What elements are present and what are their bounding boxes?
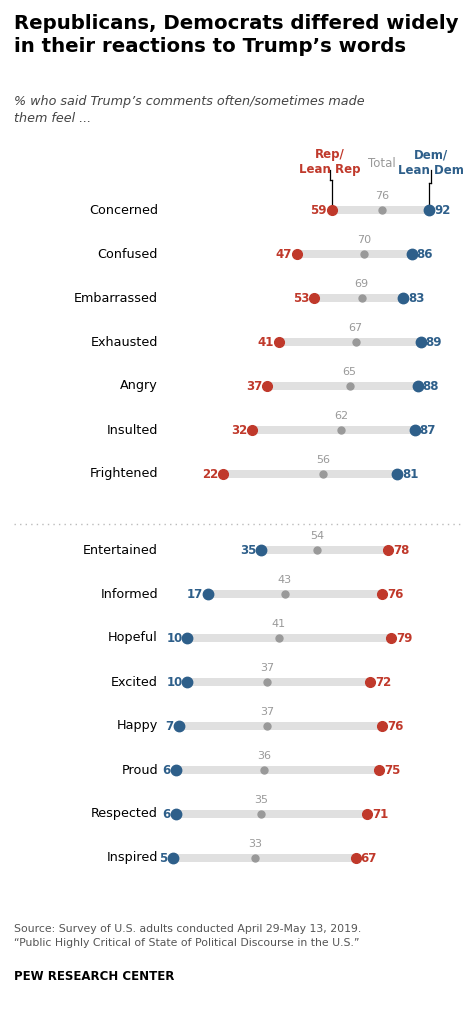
Text: 32: 32 [231,423,247,436]
Text: 62: 62 [333,411,347,421]
Text: Excited: Excited [111,675,158,689]
Text: Informed: Informed [100,588,158,600]
Text: 92: 92 [434,203,450,217]
Text: PEW RESEARCH CENTER: PEW RESEARCH CENTER [14,970,174,983]
Text: 56: 56 [316,455,329,465]
Text: 43: 43 [277,575,291,585]
Text: 53: 53 [292,292,309,304]
Text: Source: Survey of U.S. adults conducted April 29-May 13, 2019.
“Public Highly Cr: Source: Survey of U.S. adults conducted … [14,924,360,949]
Text: 10: 10 [166,632,182,645]
Text: 75: 75 [384,764,400,777]
Text: 89: 89 [425,336,441,349]
Text: Happy: Happy [117,719,158,732]
Text: 41: 41 [271,619,286,629]
Text: 78: 78 [392,543,408,556]
Text: 76: 76 [374,191,388,201]
Text: 37: 37 [246,379,262,393]
Text: 5: 5 [159,851,168,864]
Text: 37: 37 [259,707,274,717]
Text: 22: 22 [201,468,218,480]
FancyBboxPatch shape [221,470,397,478]
Text: 67: 67 [348,323,362,333]
Text: 83: 83 [407,292,423,304]
Text: 69: 69 [354,279,368,289]
FancyBboxPatch shape [177,722,382,730]
FancyBboxPatch shape [260,546,388,554]
Text: 10: 10 [166,675,182,689]
Text: 6: 6 [162,764,170,777]
Text: 81: 81 [401,468,417,480]
Text: % who said Trump’s comments often/sometimes made
them feel ...: % who said Trump’s comments often/someti… [14,95,364,125]
FancyBboxPatch shape [251,426,415,434]
FancyBboxPatch shape [207,590,382,598]
Text: Hopeful: Hopeful [108,632,158,645]
Text: 6: 6 [162,807,170,821]
FancyBboxPatch shape [174,766,379,774]
Text: Total: Total [367,157,395,170]
Text: Inspired: Inspired [107,851,158,864]
FancyBboxPatch shape [174,810,367,818]
Text: Insulted: Insulted [107,423,158,436]
FancyBboxPatch shape [278,338,421,346]
FancyBboxPatch shape [295,250,412,258]
Text: 67: 67 [360,851,376,864]
Text: 72: 72 [375,675,391,689]
Text: Entertained: Entertained [83,543,158,556]
Text: Proud: Proud [121,764,158,777]
Text: Confused: Confused [98,247,158,260]
Text: Respected: Respected [91,807,158,821]
Text: 47: 47 [275,247,291,260]
Text: 86: 86 [416,247,432,260]
Text: 71: 71 [372,807,388,821]
Text: Concerned: Concerned [89,203,158,217]
FancyBboxPatch shape [186,678,371,686]
Text: Republicans, Democrats differed widely
in their reactions to Trump’s words: Republicans, Democrats differed widely i… [14,14,457,56]
Text: 7: 7 [165,719,173,732]
FancyBboxPatch shape [171,854,356,862]
Text: Angry: Angry [120,379,158,393]
Text: Frightened: Frightened [89,468,158,480]
Text: 54: 54 [309,531,324,541]
FancyBboxPatch shape [313,294,403,302]
Text: 36: 36 [257,751,271,761]
Text: 87: 87 [419,423,435,436]
Text: Exhausted: Exhausted [90,336,158,349]
Text: 76: 76 [387,719,403,732]
Text: 70: 70 [357,235,371,245]
Text: 35: 35 [254,795,268,805]
Text: 41: 41 [257,336,273,349]
Text: 59: 59 [310,203,327,217]
Text: 65: 65 [342,367,356,377]
Text: 33: 33 [248,839,262,849]
Text: 37: 37 [259,663,274,673]
Text: 17: 17 [187,588,203,600]
FancyBboxPatch shape [330,206,429,214]
Text: Dem/
Lean Dem: Dem/ Lean Dem [397,148,463,177]
Text: 88: 88 [422,379,438,393]
Text: 79: 79 [395,632,412,645]
Text: 35: 35 [239,543,256,556]
Text: Rep/
Lean Rep: Rep/ Lean Rep [298,148,360,177]
Text: Embarrassed: Embarrassed [74,292,158,304]
FancyBboxPatch shape [266,382,418,390]
Text: 76: 76 [387,588,403,600]
FancyBboxPatch shape [186,634,391,642]
